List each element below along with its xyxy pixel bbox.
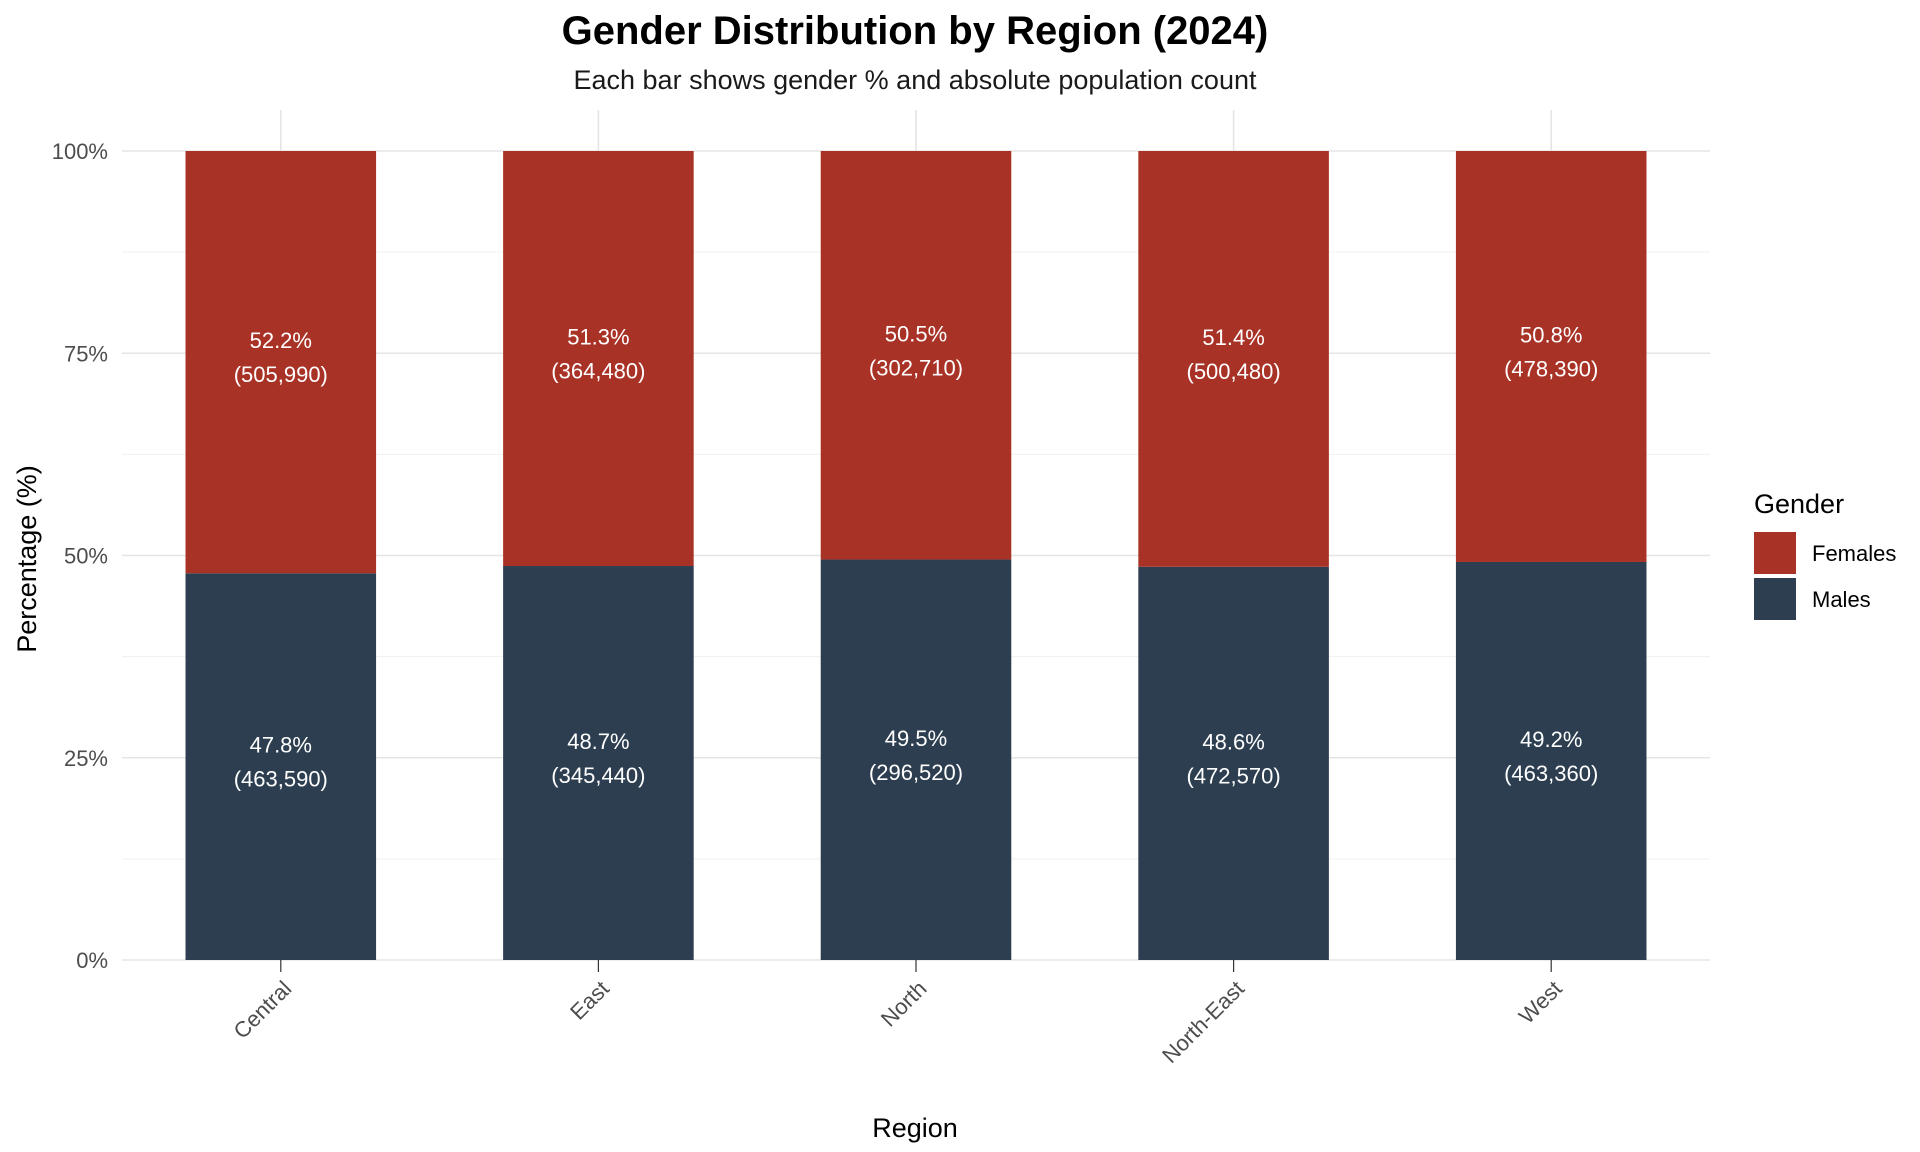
bar-label-females-count: (478,390) (1504, 356, 1598, 381)
x-tick-label: East (565, 976, 614, 1025)
y-tick-label: 75% (64, 341, 108, 366)
bar-females-central (185, 151, 377, 574)
legend-title: Gender (1754, 489, 1844, 519)
bar-label-males-percent: 48.7% (567, 729, 629, 754)
bar-males-central (185, 573, 377, 960)
bar-label-males-count: (463,360) (1504, 761, 1598, 786)
bar-females-west (1455, 151, 1647, 562)
chart-subtitle: Each bar shows gender % and absolute pop… (574, 65, 1257, 95)
legend-swatch-males (1754, 578, 1796, 620)
legend: Gender Females Males (1754, 489, 1896, 620)
bar-males-north-east (1138, 566, 1329, 960)
bar-label-males-percent: 47.8% (250, 733, 312, 758)
bar-label-females-count: (505,990) (234, 362, 328, 387)
bar-label-males-percent: 49.2% (1520, 727, 1582, 752)
x-tick-label: Central (229, 976, 297, 1044)
bar-label-males-count: (463,590) (234, 767, 328, 792)
legend-swatch-females (1754, 532, 1796, 574)
bar-label-males-count: (472,570) (1187, 763, 1281, 788)
bar-label-females-percent: 50.8% (1520, 322, 1582, 347)
y-tick-label: 100% (52, 139, 108, 164)
bar-label-males-percent: 48.6% (1202, 729, 1264, 754)
x-axis-title: Region (872, 1113, 958, 1143)
y-tick-label: 50% (64, 544, 108, 569)
bar-label-males-percent: 49.5% (885, 726, 947, 751)
bar-label-females-percent: 51.4% (1202, 325, 1264, 350)
bar-label-females-count: (302,710) (869, 355, 963, 380)
x-tick-label: West (1514, 976, 1567, 1029)
x-tick-label: North (876, 976, 932, 1032)
y-tick-label: 0% (76, 948, 108, 973)
legend-items: Females Males (1754, 532, 1896, 620)
bar-males-west (1455, 561, 1647, 960)
bar-label-females-percent: 50.5% (885, 321, 947, 346)
x-tick-label: North-East (1157, 976, 1249, 1068)
legend-label-females: Females (1812, 541, 1896, 566)
bar-label-females-count: (500,480) (1187, 359, 1281, 384)
x-axis-ticks: Central East North North-East West (229, 960, 1567, 1068)
bar-females-north-east (1138, 151, 1329, 567)
bar-males-north (820, 559, 1012, 960)
bar-label-females-percent: 52.2% (250, 328, 312, 353)
bars (185, 151, 1647, 960)
y-tick-label: 25% (64, 746, 108, 771)
bar-males-east (503, 566, 694, 960)
chart-title: Gender Distribution by Region (2024) (562, 9, 1269, 53)
bar-females-east (503, 151, 694, 567)
y-axis-ticks: 0% 25% 50% 75% 100% (52, 139, 108, 973)
y-axis-title: Percentage (%) (12, 465, 42, 653)
bar-label-females-count: (364,480) (551, 359, 645, 384)
bar-label-males-count: (345,440) (551, 763, 645, 788)
bar-labels: 47.8% (463,590) 52.2% (505,990) 48.7% (345,44… (234, 321, 1599, 791)
legend-label-males: Males (1812, 587, 1871, 612)
bar-females-north (820, 151, 1012, 560)
bar-label-males-count: (296,520) (869, 760, 963, 785)
bar-label-females-percent: 51.3% (567, 325, 629, 350)
